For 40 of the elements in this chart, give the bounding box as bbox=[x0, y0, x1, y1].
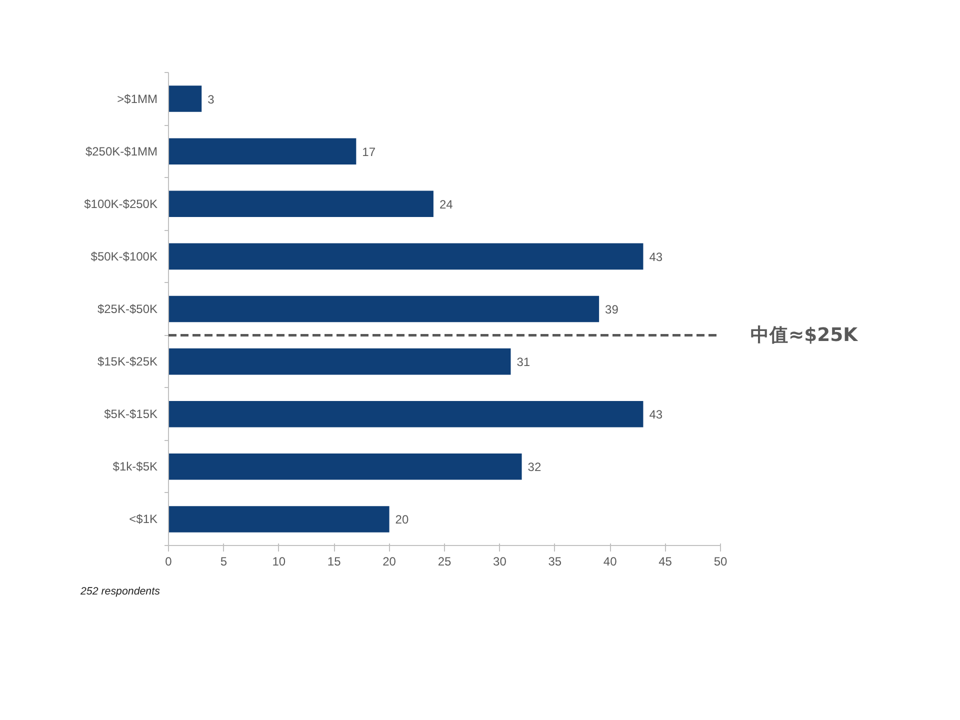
bar bbox=[168, 138, 356, 164]
x-tick-label: 20 bbox=[382, 554, 396, 568]
data-label: 3 bbox=[208, 92, 215, 106]
ref-line-label: 中值≈$25K bbox=[750, 324, 860, 346]
x-tick-label: 10 bbox=[272, 554, 286, 568]
bar bbox=[168, 400, 644, 428]
data-label: 31 bbox=[516, 355, 530, 370]
y-tick-label: <$1K bbox=[129, 512, 158, 526]
data-label: 43 bbox=[649, 250, 663, 264]
y-tick-label: >$1MM bbox=[117, 92, 158, 106]
x-tick-label: 40 bbox=[603, 554, 618, 568]
data-label: 17 bbox=[362, 144, 376, 159]
x-tick-label: 30 bbox=[493, 554, 507, 568]
data-label: 20 bbox=[395, 512, 409, 527]
data-label: 24 bbox=[439, 197, 454, 212]
bar bbox=[168, 190, 434, 218]
data-label: 39 bbox=[605, 302, 619, 316]
x-tick-label: 25 bbox=[438, 554, 452, 568]
data-label: 43 bbox=[649, 408, 663, 422]
y-tick-label: $100K-$250K bbox=[84, 196, 158, 211]
x-tick-label: 45 bbox=[658, 554, 672, 568]
y-tick-label: $5K-$15K bbox=[104, 407, 158, 422]
text: 252 respondents bbox=[80, 586, 161, 598]
x-tick-label: 50 bbox=[714, 554, 728, 568]
bar bbox=[168, 348, 511, 375]
bar bbox=[168, 86, 202, 112]
x-tick-label: 35 bbox=[548, 554, 562, 568]
bar bbox=[168, 506, 390, 532]
x-tick-label: 0 bbox=[165, 554, 172, 568]
bar bbox=[168, 243, 644, 270]
y-tick-label: $250K-$1MM bbox=[85, 144, 158, 158]
data-label: 32 bbox=[528, 460, 542, 474]
y-tick-label: $25K-$50K bbox=[97, 302, 158, 316]
y-tick-label: $50K-$100K bbox=[90, 249, 158, 264]
y-tick-label: $15K-$25K bbox=[97, 354, 158, 369]
x-tick-label: 5 bbox=[220, 554, 228, 568]
bar bbox=[168, 296, 600, 322]
bar bbox=[168, 454, 522, 480]
y-tick-label: $1k-$5K bbox=[112, 460, 158, 474]
x-tick-label: 15 bbox=[327, 554, 342, 568]
